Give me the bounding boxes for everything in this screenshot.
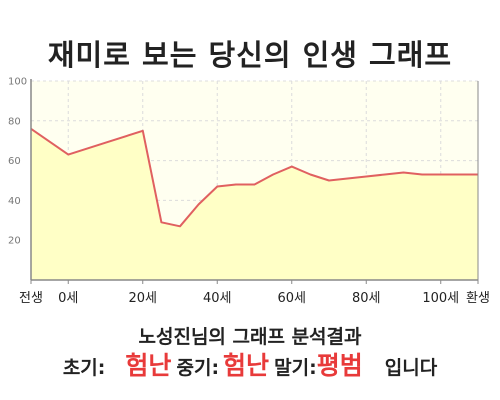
y-tick-label: 60 xyxy=(8,156,21,167)
early-value: 험난 xyxy=(125,351,172,380)
mid-label: 중기: xyxy=(176,357,220,379)
mid-value: 험난 xyxy=(223,351,270,380)
late-label: 말기: xyxy=(274,357,317,379)
x-tick-label: 환생 xyxy=(466,291,490,306)
x-tick-label: 60세 xyxy=(277,291,306,306)
y-tick-label: 80 xyxy=(8,116,21,127)
x-tick-label: 80세 xyxy=(352,291,381,306)
y-tick-label: 100 xyxy=(8,77,27,88)
page-title: 재미로 보는 당신의 인생 그래프 xyxy=(47,38,453,72)
late-value: 평범 xyxy=(316,351,363,380)
result-suffix: 입니다 xyxy=(384,357,438,379)
result-title: 노성진님의 그래프 분석결과 xyxy=(138,326,362,348)
x-tick-label: 전생 xyxy=(19,291,43,306)
series-line xyxy=(30,127,478,228)
early-label: 초기: xyxy=(62,357,106,379)
result-summary: 초기: 험난 중기: 험난 말기:평범 입니다 xyxy=(0,346,500,382)
x-tick-label: 0세 xyxy=(58,291,78,306)
series-area xyxy=(31,128,478,280)
x-tick-label: 100세 xyxy=(422,291,459,306)
y-tick-label: 20 xyxy=(8,236,21,247)
x-tick-label: 20세 xyxy=(128,291,157,306)
x-tick-label: 40세 xyxy=(203,291,232,306)
y-tick-label: 40 xyxy=(8,196,21,207)
